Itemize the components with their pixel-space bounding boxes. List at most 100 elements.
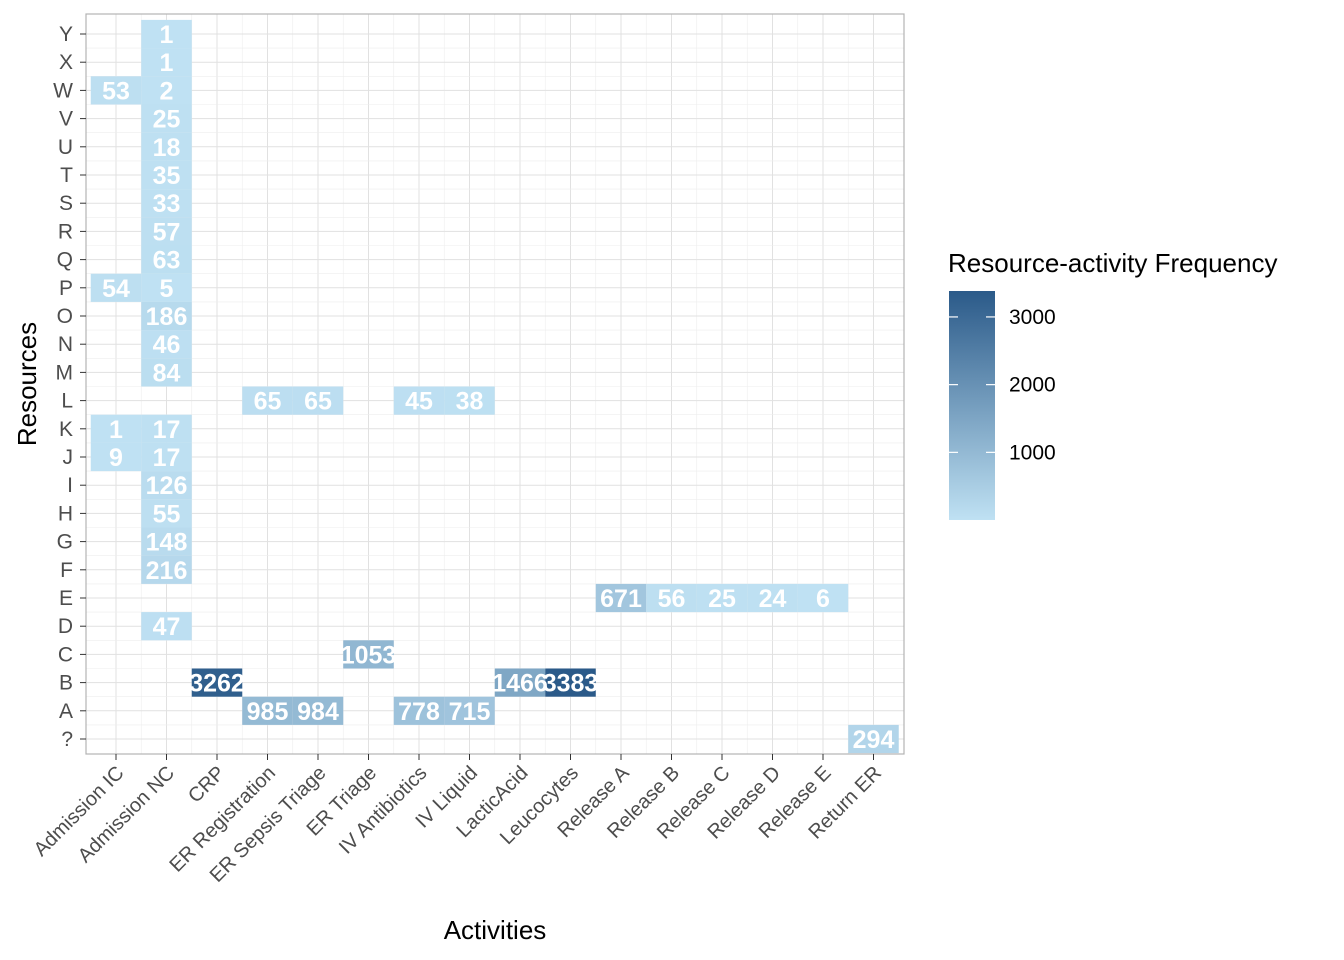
heatmap-cell bbox=[545, 668, 596, 697]
cell-value-label: 18 bbox=[153, 134, 181, 162]
heatmap-cell bbox=[393, 696, 445, 725]
x-tick-label: CRP bbox=[184, 762, 229, 807]
cell-value-label: 57 bbox=[153, 218, 181, 246]
cell-value-label: 148 bbox=[146, 529, 188, 557]
heatmap-cell bbox=[141, 358, 192, 387]
cell-value-label: 84 bbox=[153, 359, 181, 387]
y-tick-label: X bbox=[59, 51, 73, 74]
y-tick-label: N bbox=[58, 333, 73, 356]
cell-value-label: 216 bbox=[146, 557, 188, 585]
heatmap-cell bbox=[343, 640, 394, 669]
cell-value-label: 1 bbox=[160, 49, 174, 77]
y-tick-label: B bbox=[59, 672, 73, 695]
heatmap-cell bbox=[141, 499, 192, 528]
x-axis-title: Activities bbox=[444, 915, 547, 945]
legend-tick-label: 3000 bbox=[1009, 306, 1056, 329]
y-tick-label: Y bbox=[59, 23, 73, 46]
cell-value-label: 715 bbox=[449, 698, 491, 726]
cell-value-label: 6 bbox=[816, 585, 830, 613]
heatmap-cell bbox=[191, 668, 243, 697]
heatmap-cell bbox=[797, 583, 849, 613]
heatmap-cell bbox=[696, 583, 748, 613]
y-tick-label: V bbox=[59, 108, 73, 131]
cell-value-label: 1 bbox=[160, 21, 174, 49]
cell-value-label: 9 bbox=[109, 444, 123, 472]
heatmap-cell bbox=[90, 442, 142, 472]
y-tick-label: O bbox=[57, 305, 73, 328]
cell-value-label: 2 bbox=[160, 77, 174, 105]
heatmap-cell bbox=[141, 414, 192, 443]
y-tick-label: ? bbox=[61, 728, 73, 751]
y-tick-label: T bbox=[60, 164, 73, 187]
y-tick-label: S bbox=[59, 192, 73, 215]
heatmap-cell bbox=[292, 386, 344, 415]
heatmap-cell bbox=[292, 696, 344, 725]
cell-value-label: 55 bbox=[153, 500, 181, 528]
heatmap-cell bbox=[141, 555, 192, 584]
cell-value-label: 25 bbox=[153, 106, 181, 134]
cell-value-label: 53 bbox=[102, 77, 130, 105]
heatmap-cell bbox=[494, 668, 546, 697]
heatmap-cell bbox=[242, 696, 293, 725]
cell-value-label: 1 bbox=[109, 416, 123, 444]
cell-value-label: 65 bbox=[304, 388, 332, 416]
heatmap-cell bbox=[141, 527, 192, 556]
heatmap-cell bbox=[595, 583, 647, 613]
cell-value-label: 65 bbox=[254, 388, 282, 416]
cell-value-label: 35 bbox=[153, 162, 181, 190]
cell-value-label: 778 bbox=[398, 698, 440, 726]
heatmap-cell bbox=[141, 160, 192, 190]
heatmap-cell bbox=[393, 386, 445, 415]
y-tick-label: M bbox=[56, 361, 74, 384]
cell-value-label: 5 bbox=[160, 275, 174, 303]
cell-value-label: 25 bbox=[708, 585, 736, 613]
y-tick-label: A bbox=[59, 700, 73, 723]
cell-value-label: 985 bbox=[247, 698, 289, 726]
y-tick-label: G bbox=[57, 531, 73, 554]
heatmap-cell bbox=[141, 612, 192, 641]
heatmap-cell bbox=[141, 442, 192, 472]
heatmap-cell bbox=[141, 76, 192, 105]
cell-value-label: 46 bbox=[153, 331, 181, 359]
cell-value-label: 1466 bbox=[492, 670, 548, 698]
y-tick-label: L bbox=[61, 390, 73, 413]
cell-value-label: 24 bbox=[759, 585, 787, 613]
heatmap-cell bbox=[141, 189, 192, 218]
heatmap-cell bbox=[90, 273, 142, 302]
cell-value-label: 3383 bbox=[543, 670, 599, 698]
cell-value-label: 671 bbox=[600, 585, 642, 613]
y-axis-title: Resources bbox=[12, 322, 42, 446]
legend-colorbar bbox=[949, 291, 995, 520]
y-tick-label: D bbox=[58, 615, 73, 638]
heatmap-cell bbox=[141, 104, 192, 133]
cell-value-label: 186 bbox=[146, 303, 188, 331]
y-tick-label: I bbox=[67, 474, 73, 497]
y-tick-label: E bbox=[59, 587, 73, 610]
y-tick-label: H bbox=[58, 502, 73, 525]
heatmap-cell bbox=[141, 48, 192, 77]
cell-value-label: 17 bbox=[153, 444, 181, 472]
heatmap-cell bbox=[141, 471, 192, 500]
y-tick-label: R bbox=[58, 220, 73, 243]
cell-value-label: 63 bbox=[153, 247, 181, 275]
legend: Resource-activity Frequency 1000 2000 3000 bbox=[948, 248, 1277, 520]
heatmap-cell bbox=[141, 132, 192, 161]
cell-value-label: 45 bbox=[405, 388, 433, 416]
cell-value-label: 54 bbox=[102, 275, 130, 303]
heatmap-cell bbox=[141, 330, 192, 359]
y-tick-label: U bbox=[58, 136, 73, 159]
cell-value-label: 33 bbox=[153, 190, 181, 218]
heatmap-cell bbox=[848, 724, 899, 754]
cell-value-label: 56 bbox=[658, 585, 686, 613]
y-tick-label: F bbox=[60, 559, 73, 582]
y-tick-label: W bbox=[53, 79, 73, 102]
y-tick-label: Q bbox=[57, 249, 73, 272]
heatmap-cell bbox=[141, 301, 192, 331]
cell-value-label: 17 bbox=[153, 416, 181, 444]
cell-value-label: 47 bbox=[153, 613, 181, 641]
heatmap-cell bbox=[90, 76, 142, 105]
cell-value-label: 294 bbox=[853, 726, 895, 754]
heatmap-cell bbox=[141, 19, 192, 49]
